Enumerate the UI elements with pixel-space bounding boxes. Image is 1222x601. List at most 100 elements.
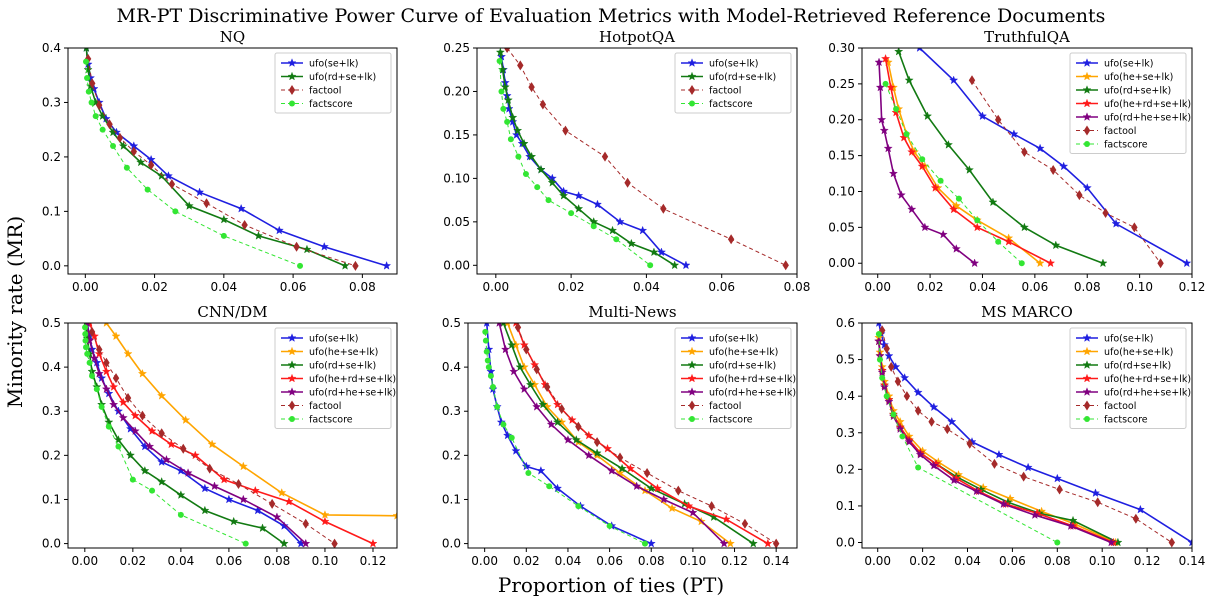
- data-point-factscore: [606, 522, 613, 529]
- x-tick-label: 0.00: [72, 280, 99, 294]
- data-point-factool: [968, 75, 976, 86]
- data-point-factscore: [85, 88, 92, 95]
- legend: ufo(se+lk) ufo(he+se+lk) ufo(rd+se+lk) ufo(…: [1069, 327, 1191, 429]
- x-tick-label: 0.06: [216, 554, 243, 568]
- data-point-ufo-rd-se-lk: [125, 450, 135, 460]
- data-point-ufo-rd-se-lk: [200, 505, 210, 515]
- data-point-ufo-se-lk: [929, 402, 939, 412]
- data-point-factscore: [525, 470, 532, 476]
- series-line-factscore: [85, 61, 301, 267]
- data-point-factscore: [489, 383, 496, 390]
- legend-label-factool: factool: [709, 401, 741, 412]
- y-tick-label: 0.5: [42, 316, 61, 330]
- data-point-ufo-rd-se-lk: [157, 477, 167, 486]
- subplot-title: TruthfulQA: [984, 28, 1070, 46]
- plot-area: [83, 48, 392, 271]
- y-tick-label: 0.1: [42, 204, 61, 218]
- legend-box: [1069, 52, 1187, 154]
- data-point-ufo-he-se-lk: [103, 323, 110, 327]
- series-line-factscore: [499, 61, 651, 266]
- legend-label-ufo-he-rd-se-lk: ufo(he+rd+se+lk): [1104, 374, 1191, 385]
- data-point-factscore: [105, 423, 112, 430]
- data-point-ufo-rd-se-lk: [626, 238, 636, 248]
- data-point-factscore: [647, 262, 654, 269]
- y-tick-label: 0.10: [828, 184, 855, 198]
- data-point-factscore: [500, 421, 507, 428]
- data-point-ufo-rd-he-se-lk: [118, 413, 128, 422]
- x-tick-label: 0.04: [168, 554, 195, 568]
- data-point-ufo-se-lk: [1023, 462, 1033, 472]
- data-point-ufo-se-lk: [1082, 183, 1092, 192]
- x-tick-label: 0.14: [1179, 554, 1206, 568]
- data-point-factscore: [507, 136, 514, 143]
- data-point-ufo-rd-se-lk: [964, 165, 974, 174]
- x-tick-label: 0.02: [917, 280, 944, 294]
- x-tick-label: 0.00: [864, 280, 891, 294]
- y-tick-label: 0.25: [443, 41, 470, 55]
- legend-label-ufo-he-rd-se-lk: ufo(he+rd+se+lk): [1104, 99, 1191, 110]
- data-point-factool: [241, 219, 248, 230]
- data-point-factool: [203, 198, 210, 209]
- data-point-ufo-rd-he-se-lk: [209, 481, 220, 491]
- legend-label-ufo-rd-he-se-lk: ufo(rd+he+se+lk): [1104, 113, 1191, 124]
- data-point-ufo-se-lk: [1135, 504, 1145, 514]
- data-point-factool: [206, 463, 213, 474]
- data-point-ufo-rd-se-lk: [118, 141, 128, 150]
- legend: ufo(se+lk) ufo(he+se+lk) ufo(rd+se+lk) ufo(…: [274, 327, 396, 429]
- data-point-ufo-rd-he-se-lk: [875, 82, 885, 92]
- data-point-ufo-se-lk: [994, 449, 1004, 459]
- data-point-factool: [675, 485, 682, 496]
- axes-frame: [67, 47, 398, 275]
- data-point-ufo-rd-se-lk: [607, 225, 618, 235]
- x-tick-label: 0.08: [264, 554, 291, 568]
- data-point-factool: [624, 177, 631, 188]
- x-axis-label: Proportion of ties (PT): [498, 573, 724, 597]
- data-point-ufo-se-lk: [656, 247, 667, 257]
- legend-marker: [287, 387, 297, 396]
- data-point-factool: [268, 498, 276, 509]
- subplot-title: Multi-News: [588, 303, 676, 321]
- legend-label-factool: factool: [309, 86, 341, 97]
- legend-marker: [687, 373, 697, 383]
- data-point-factool: [523, 344, 530, 355]
- data-point-factool: [235, 479, 242, 490]
- series-line-factscore: [885, 83, 1023, 264]
- data-point-ufo-rd-he-se-lk: [915, 449, 925, 459]
- legend-marker: [687, 333, 697, 342]
- data-point-ufo-rd-se-lk: [592, 448, 602, 458]
- data-point-ufo-rd-se-lk: [571, 435, 581, 444]
- data-point-ufo-he-se-lk: [320, 510, 330, 519]
- data-point-factool: [95, 100, 103, 111]
- legend-marker: [687, 71, 697, 81]
- data-point-ufo-he-se-lk: [123, 349, 133, 358]
- x-tick-label: 0.04: [210, 280, 237, 294]
- data-point-ufo-rd-he-se-lk: [145, 441, 155, 451]
- legend-marker: [1082, 71, 1092, 81]
- data-point-ufo-se-lk: [1052, 473, 1062, 483]
- legend-marker: [689, 100, 695, 107]
- data-point-ufo-rd-he-se-lk: [971, 486, 982, 496]
- legend-marker: [287, 360, 297, 369]
- data-point-ufo-se-lk: [646, 538, 656, 548]
- data-point-ufo-rd-se-lk: [538, 399, 548, 409]
- data-point-ufo-rd-se-lk: [83, 48, 90, 52]
- data-point-factscore: [123, 164, 130, 171]
- data-point-factool: [96, 344, 103, 355]
- data-point-factscore: [98, 403, 105, 410]
- legend-label-factscore: factscore: [1104, 140, 1148, 151]
- data-point-ufo-he-rd-se-lk: [368, 538, 378, 548]
- legend-box: [274, 327, 392, 429]
- data-point-factscore: [883, 393, 890, 400]
- data-point-ufo-rd-he-se-lk: [161, 454, 171, 464]
- legend-marker: [289, 416, 295, 422]
- x-tick-label: 0.04: [954, 554, 981, 568]
- data-point-ufo-rd-he-se-lk: [929, 460, 939, 470]
- axes-frame: [67, 322, 398, 549]
- data-point-factscore: [482, 328, 489, 335]
- legend-label-ufo-se-lk: ufo(se+lk): [309, 59, 359, 70]
- x-tick-label: 0.02: [513, 554, 540, 568]
- data-point-ufo-rd-he-se-lk: [1066, 521, 1076, 530]
- data-point-factool: [994, 114, 1002, 125]
- legend-label-ufo-rd-he-se-lk: ufo(rd+he+se+lk): [1104, 388, 1191, 399]
- data-point-ufo-rd-he-se-lk: [907, 204, 917, 214]
